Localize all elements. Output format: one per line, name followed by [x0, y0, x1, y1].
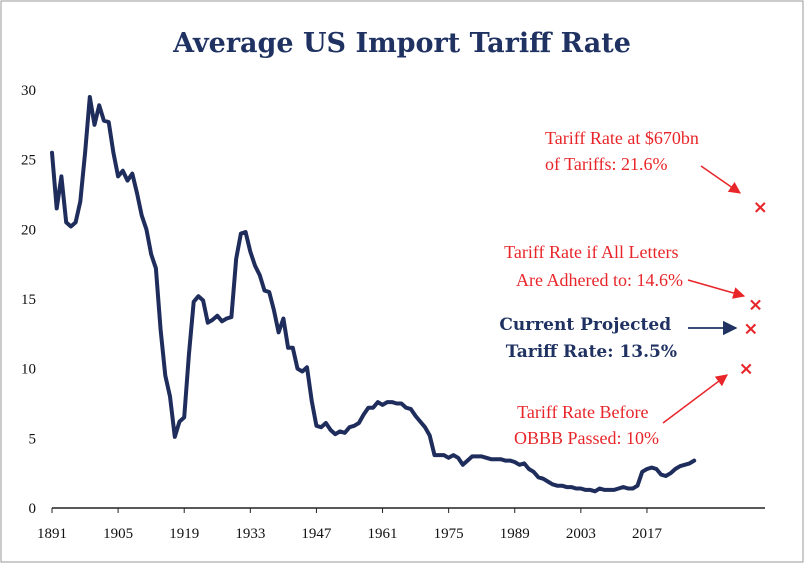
annotation-current-projected-label: Current Projected Tariff Rate: 13.5%: [499, 315, 677, 362]
x-tick-label: 1975: [434, 526, 464, 542]
projection-marker: ×: [743, 318, 758, 339]
series-line-tariff-rate: [50, 95, 697, 494]
x-tick-label: 1989: [500, 526, 530, 542]
x-tick-label: 1947: [301, 526, 332, 542]
x-tick-label: 2003: [566, 526, 596, 542]
y-tick-label: 30: [21, 83, 36, 99]
projection-points: ××××: [739, 197, 768, 380]
annotation-current-projected: Current Projected Tariff Rate: 13.5%: [499, 315, 738, 362]
x-tick-label: 1933: [235, 526, 265, 542]
projection-marker: ×: [739, 359, 754, 380]
chart-title: Average US Import Tariff Rate: [172, 28, 631, 59]
projection-marker: ×: [753, 197, 768, 218]
annotation-before-obbb: Tariff Rate Before OBBB Passed: 10%: [514, 374, 728, 448]
y-axis-ticks: 0 5 10 15 20 25 30: [21, 83, 36, 517]
annotation-670bn-arrow: [700, 165, 741, 194]
x-tick-label: 1961: [368, 526, 398, 542]
y-tick-label: 0: [29, 501, 37, 517]
x-tick-label: 2017: [632, 526, 663, 542]
y-tick-label: 5: [29, 431, 37, 447]
annotation-before-obbb-label: Tariff Rate Before OBBB Passed: 10%: [514, 402, 659, 448]
annotation-before-obbb-arrow: [662, 374, 728, 424]
annotation-670bn: Tariff Rate at $670bn of Tariffs: 21.6%: [545, 128, 741, 194]
y-tick-label: 15: [21, 292, 36, 308]
y-tick-label: 25: [21, 153, 36, 169]
annotation-all-letters-label: Tariff Rate if All Letters Are Adhered t…: [504, 242, 683, 290]
annotation-all-letters: Tariff Rate if All Letters Are Adhered t…: [504, 242, 746, 299]
y-tick-label: 10: [21, 362, 36, 378]
x-tick-label: 1905: [103, 526, 133, 542]
x-tick-label: 1919: [169, 526, 199, 542]
x-tick-label: 1891: [37, 526, 67, 542]
x-axis-ticks: 1891 1905 1919 1933 1947 1961 1975 1989 2003 2017: [37, 508, 662, 542]
annotation-all-letters-arrow: [687, 279, 746, 299]
y-tick-label: 20: [21, 222, 36, 238]
annotation-670bn-label: Tariff Rate at $670bn of Tariffs: 21.6%: [545, 128, 703, 174]
projection-marker: ×: [748, 295, 763, 316]
